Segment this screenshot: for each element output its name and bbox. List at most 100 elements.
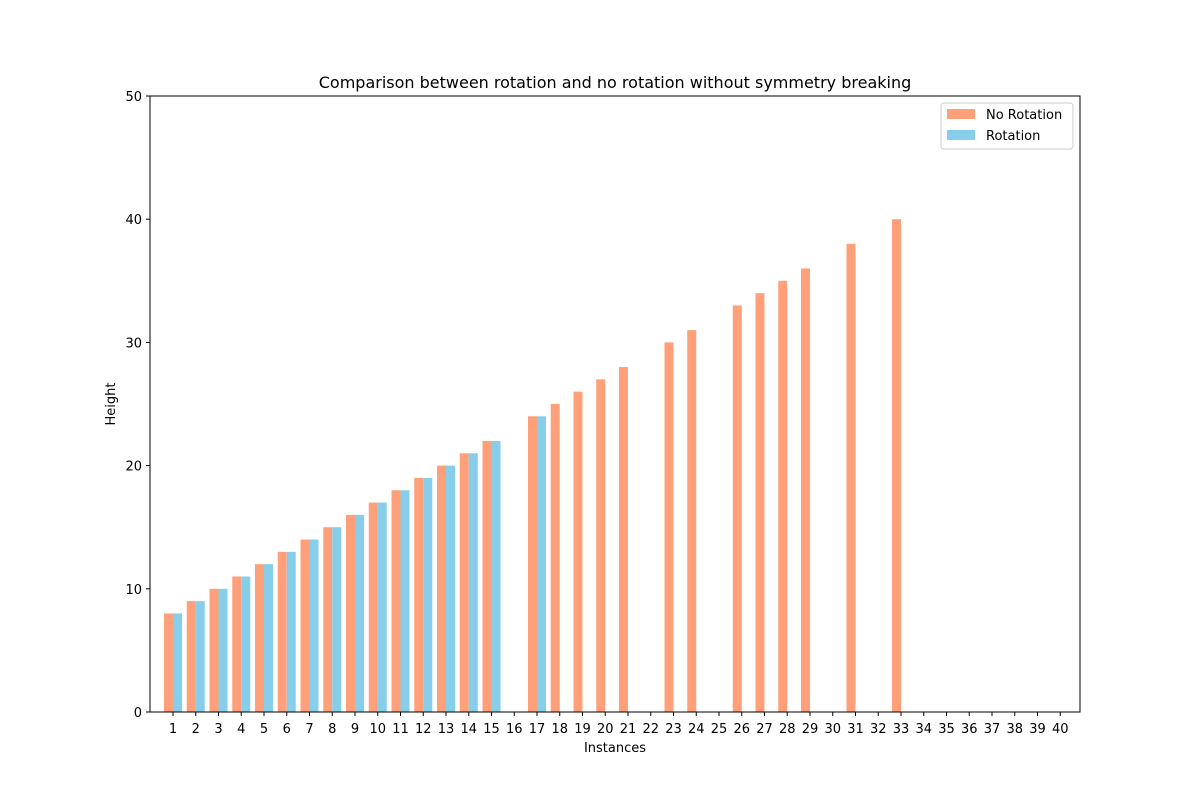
- bar-rotation-5: [264, 564, 273, 712]
- bar-no-rotation-6: [277, 551, 287, 712]
- bar-rotation-7: [309, 539, 319, 712]
- bar-rotation-11: [400, 490, 410, 712]
- bar-no-rotation-3: [209, 588, 219, 712]
- bar-no-rotation-17: [528, 416, 537, 712]
- x-tick-label: 29: [802, 722, 819, 737]
- x-tick-label: 13: [438, 722, 455, 737]
- bar-rotation-10: [377, 502, 387, 712]
- bar-no-rotation-27: [755, 293, 765, 712]
- bar-no-rotation-4: [232, 576, 242, 712]
- chart-title: Comparison between rotation and no rotat…: [319, 73, 912, 92]
- bar-no-rotation-33: [892, 219, 901, 712]
- x-tick-label: 11: [392, 722, 409, 737]
- bar-no-rotation-21: [619, 367, 628, 712]
- x-tick-label: 36: [961, 722, 978, 737]
- bar-no-rotation-15: [482, 440, 492, 712]
- bar-no-rotation-7: [300, 539, 310, 712]
- bar-rotation-9: [355, 514, 364, 712]
- bar-no-rotation-23: [664, 342, 674, 712]
- x-tick-label: 20: [597, 722, 614, 737]
- bar-no-rotation-31: [846, 243, 856, 712]
- bar-no-rotation-29: [801, 268, 810, 712]
- x-tick-label: 16: [506, 722, 523, 737]
- legend: No Rotation Rotation: [940, 102, 1074, 150]
- x-tick-label: 12: [415, 722, 432, 737]
- x-tick-label: 17: [529, 722, 546, 737]
- x-tick-label: 28: [779, 722, 796, 737]
- bar-rotation-12: [423, 477, 433, 712]
- x-tick-label: 1: [169, 722, 177, 737]
- bar-no-rotation-11: [391, 490, 401, 712]
- bar-no-rotation-10: [368, 502, 378, 712]
- legend-label-no-rotation: No Rotation: [986, 108, 1062, 123]
- x-tick-label: 40: [1052, 722, 1069, 737]
- x-tick-label: 10: [369, 722, 386, 737]
- x-tick-label: 3: [214, 722, 222, 737]
- x-tick-label: 32: [870, 722, 887, 737]
- bar-no-rotation-12: [414, 477, 424, 712]
- bar-rotation-2: [195, 601, 205, 712]
- bar-no-rotation-13: [437, 465, 446, 712]
- bar-rotation-15: [491, 440, 501, 712]
- x-tick-label: 34: [915, 722, 932, 737]
- x-tick-label: 26: [733, 722, 750, 737]
- x-tick-label: 5: [260, 722, 268, 737]
- bar-rotation-8: [332, 527, 342, 712]
- y-tick-label: 10: [125, 583, 142, 598]
- bar-rotation-3: [218, 588, 228, 712]
- x-tick-label: 27: [756, 722, 773, 737]
- bar-no-rotation-28: [778, 280, 788, 712]
- x-tick-label: 8: [328, 722, 336, 737]
- y-tick-label: 20: [125, 460, 142, 475]
- bar-no-rotation-9: [346, 514, 355, 712]
- x-tick-label: 22: [642, 722, 659, 737]
- bar-no-rotation-2: [186, 601, 196, 712]
- bar-no-rotation-20: [596, 379, 606, 712]
- bars-group: [164, 219, 901, 712]
- bar-no-rotation-24: [687, 330, 697, 712]
- y-tick-label: 40: [125, 213, 142, 228]
- legend-swatch-no-rotation: [947, 109, 975, 119]
- plot-frame: [149, 95, 1081, 713]
- y-axis-title: Height: [104, 383, 119, 426]
- x-tick-label: 30: [824, 722, 841, 737]
- bar-no-rotation-1: [164, 613, 173, 712]
- bar-no-rotation-8: [323, 527, 333, 712]
- bar-no-rotation-26: [732, 305, 742, 712]
- x-tick-label: 35: [938, 722, 955, 737]
- bar-no-rotation-14: [459, 453, 469, 712]
- x-tick-label: 39: [1029, 722, 1046, 737]
- bar-rotation-6: [286, 551, 296, 712]
- x-tick-label: 6: [283, 722, 291, 737]
- bar-no-rotation-5: [255, 564, 264, 712]
- y-tick-label: 30: [125, 336, 142, 351]
- x-tick-label: 21: [620, 722, 637, 737]
- x-tick-label: 33: [893, 722, 910, 737]
- x-tick-label: 23: [665, 722, 682, 737]
- x-axis: 1 2 3 4 5 6 7 8 9 10 11 12 13 14 15 16 17 18 19 20 21 22 23 24 2…: [169, 712, 1069, 737]
- x-tick-label: 15: [483, 722, 500, 737]
- bar-rotation-17: [537, 416, 546, 712]
- x-tick-label: 4: [237, 722, 245, 737]
- x-tick-label: 25: [711, 722, 728, 737]
- x-tick-label: 31: [847, 722, 864, 737]
- x-tick-label: 14: [460, 722, 477, 737]
- y-tick-label: 0: [134, 706, 142, 721]
- x-axis-title: Instances: [584, 741, 646, 756]
- legend-label-rotation: Rotation: [986, 129, 1040, 144]
- bar-no-rotation-18: [550, 404, 560, 712]
- bar-rotation-1: [173, 613, 182, 712]
- x-tick-label: 38: [1006, 722, 1023, 737]
- x-tick-label: 9: [351, 722, 359, 737]
- y-tick-label: 50: [125, 90, 142, 105]
- y-axis: 0 10 20 30 40 50: [125, 90, 150, 721]
- x-tick-label: 7: [305, 722, 313, 737]
- x-tick-label: 2: [192, 722, 200, 737]
- bar-rotation-14: [468, 453, 478, 712]
- legend-swatch-rotation: [947, 130, 975, 140]
- x-tick-label: 37: [984, 722, 1001, 737]
- x-tick-label: 18: [551, 722, 568, 737]
- bar-no-rotation-19: [573, 391, 583, 712]
- x-tick-label: 24: [688, 722, 705, 737]
